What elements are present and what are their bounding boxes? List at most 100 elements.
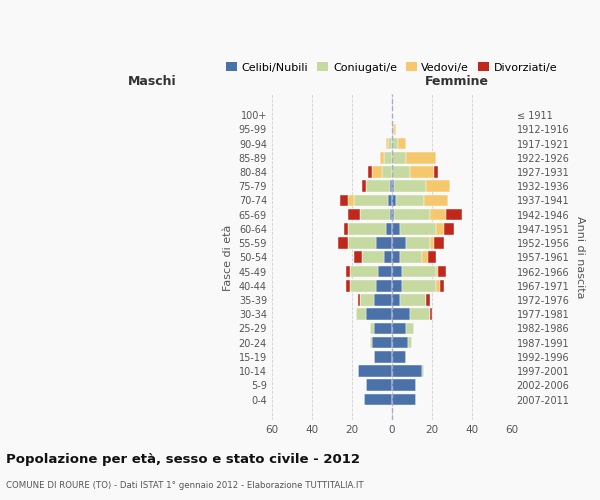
Bar <box>348 238 376 249</box>
Bar <box>378 266 392 278</box>
Bar <box>374 294 392 306</box>
Bar <box>394 124 396 135</box>
Bar <box>428 252 436 263</box>
Bar <box>402 266 436 278</box>
Bar <box>398 138 406 149</box>
Bar <box>358 294 360 306</box>
Bar <box>396 194 424 206</box>
Bar <box>434 166 438 178</box>
Bar <box>436 280 440 291</box>
Bar <box>386 223 392 234</box>
Y-axis label: Anni di nascita: Anni di nascita <box>575 216 585 298</box>
Bar <box>356 308 366 320</box>
Bar <box>402 280 436 291</box>
Bar <box>392 138 398 149</box>
Bar <box>340 194 348 206</box>
Bar <box>338 238 348 249</box>
Bar <box>408 337 412 348</box>
Bar <box>430 209 446 220</box>
Bar <box>372 166 382 178</box>
Bar <box>362 180 366 192</box>
Text: Popolazione per età, sesso e stato civile - 2012: Popolazione per età, sesso e stato civil… <box>6 452 360 466</box>
Legend: Celibi/Nubili, Coniugati/e, Vedovi/e, Divorziati/e: Celibi/Nubili, Coniugati/e, Vedovi/e, Di… <box>222 58 562 77</box>
Bar <box>438 266 446 278</box>
Bar <box>392 238 406 249</box>
Bar <box>368 166 372 178</box>
Bar <box>392 380 416 391</box>
Bar <box>380 152 384 164</box>
Bar <box>350 280 376 291</box>
Bar <box>392 252 400 263</box>
Bar <box>392 394 416 406</box>
Text: Femmine: Femmine <box>425 75 488 88</box>
Bar <box>346 280 350 291</box>
Bar <box>372 337 392 348</box>
Bar <box>370 337 372 348</box>
Bar <box>406 238 430 249</box>
Bar <box>436 223 444 234</box>
Bar <box>426 180 450 192</box>
Bar <box>390 209 392 220</box>
Bar <box>348 223 386 234</box>
Bar <box>384 252 392 263</box>
Bar <box>374 322 392 334</box>
Bar <box>392 308 410 320</box>
Bar <box>376 280 392 291</box>
Bar <box>354 252 362 263</box>
Bar <box>434 238 444 249</box>
Bar <box>392 194 396 206</box>
Bar <box>392 124 394 135</box>
Bar <box>426 294 430 306</box>
Bar <box>350 266 378 278</box>
Bar <box>392 337 408 348</box>
Bar <box>346 266 350 278</box>
Bar <box>392 351 406 362</box>
Bar <box>392 180 394 192</box>
Bar <box>370 322 374 334</box>
Bar <box>406 152 436 164</box>
Bar <box>422 252 428 263</box>
Bar <box>430 308 432 320</box>
Bar <box>382 166 392 178</box>
Bar <box>348 194 354 206</box>
Text: Maschi: Maschi <box>128 75 176 88</box>
Bar <box>406 322 414 334</box>
Bar <box>446 209 462 220</box>
Text: COMUNE DI ROURE (TO) - Dati ISTAT 1° gennaio 2012 - Elaborazione TUTTITALIA.IT: COMUNE DI ROURE (TO) - Dati ISTAT 1° gen… <box>6 480 364 490</box>
Bar <box>388 138 392 149</box>
Bar <box>364 394 392 406</box>
Bar <box>344 223 348 234</box>
Bar <box>386 138 388 149</box>
Bar <box>424 194 448 206</box>
Bar <box>392 166 410 178</box>
Bar <box>410 308 430 320</box>
Bar <box>376 238 392 249</box>
Bar <box>366 180 390 192</box>
Bar <box>392 152 406 164</box>
Bar <box>392 223 400 234</box>
Bar <box>430 238 434 249</box>
Bar <box>400 294 426 306</box>
Bar <box>360 294 374 306</box>
Bar <box>358 365 392 377</box>
Bar <box>400 252 422 263</box>
Bar <box>388 194 392 206</box>
Bar <box>360 209 390 220</box>
Bar <box>366 308 392 320</box>
Bar <box>392 280 402 291</box>
Bar <box>392 365 422 377</box>
Bar <box>394 180 426 192</box>
Bar <box>366 380 392 391</box>
Y-axis label: Fasce di età: Fasce di età <box>223 224 233 290</box>
Bar <box>392 209 394 220</box>
Bar <box>394 209 430 220</box>
Bar <box>362 252 384 263</box>
Bar <box>392 294 400 306</box>
Bar <box>354 194 388 206</box>
Bar <box>390 180 392 192</box>
Bar <box>444 223 454 234</box>
Bar <box>440 280 444 291</box>
Bar <box>410 166 434 178</box>
Bar <box>400 223 436 234</box>
Bar <box>392 322 406 334</box>
